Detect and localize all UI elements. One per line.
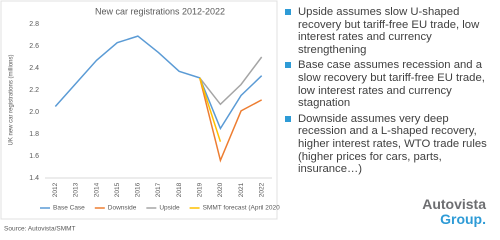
- legend-label: Base Case: [53, 205, 85, 212]
- x-tick-label: 2014: [93, 182, 100, 197]
- legend-label: SMMT forecast (April 2020): [203, 205, 280, 212]
- bullet: Upside assumes slow U-shaped recovery bu…: [284, 6, 496, 56]
- chart: New car registrations 2012-2022 UK new c…: [0, 0, 280, 233]
- x-tick-label: 2017: [155, 182, 162, 197]
- source: Source: Autovista/SMMT: [4, 226, 76, 233]
- x-tick-label: 2016: [135, 182, 142, 197]
- x-tick-label: 2020: [217, 182, 224, 197]
- logo-line: Autovista: [422, 196, 486, 212]
- y-tick-label: 2.4: [29, 65, 39, 72]
- legend-label: Upside: [159, 205, 180, 212]
- logo-line: Group.: [440, 211, 486, 227]
- y-tick-label: 1.8: [29, 131, 39, 138]
- series-line: [199, 77, 222, 142]
- x-tick-label: 2015: [114, 182, 121, 197]
- bullet: Downside assumes very deep recession and…: [284, 113, 496, 176]
- chart-frame: [0, 0, 278, 220]
- series-line: [54, 35, 263, 131]
- chart-title: New car registrations 2012-2022: [95, 6, 225, 16]
- bullet: Base case assumes recession and a slow r…: [284, 59, 496, 109]
- y-axis-label: UK new car registrations (millions): [9, 54, 15, 145]
- x-tick-label: 2012: [52, 182, 59, 197]
- bullet-list: Upside assumes slow U-shaped recovery bu…: [284, 6, 496, 179]
- y-tick-label: 2.0: [29, 109, 39, 116]
- logo: Autovista Group.: [422, 197, 486, 227]
- legend-label: Downside: [108, 205, 137, 212]
- x-tick-label: 2021: [238, 182, 245, 197]
- y-tick-label: 1.6: [29, 153, 39, 160]
- page: New car registrations 2012-2022 UK new c…: [0, 0, 496, 233]
- x-tick-label: 2018: [176, 182, 183, 197]
- y-tick-label: 2.6: [29, 43, 39, 50]
- x-tick-label: 2022: [258, 182, 265, 197]
- y-tick-label: 2.2: [29, 87, 39, 94]
- x-tick-label: 2013: [73, 182, 80, 197]
- x-tick-label: 2019: [196, 182, 203, 197]
- series-line: [199, 56, 263, 106]
- series-line: [199, 77, 263, 163]
- y-tick-label: 1.4: [29, 175, 39, 182]
- y-tick-label: 2.8: [29, 21, 39, 28]
